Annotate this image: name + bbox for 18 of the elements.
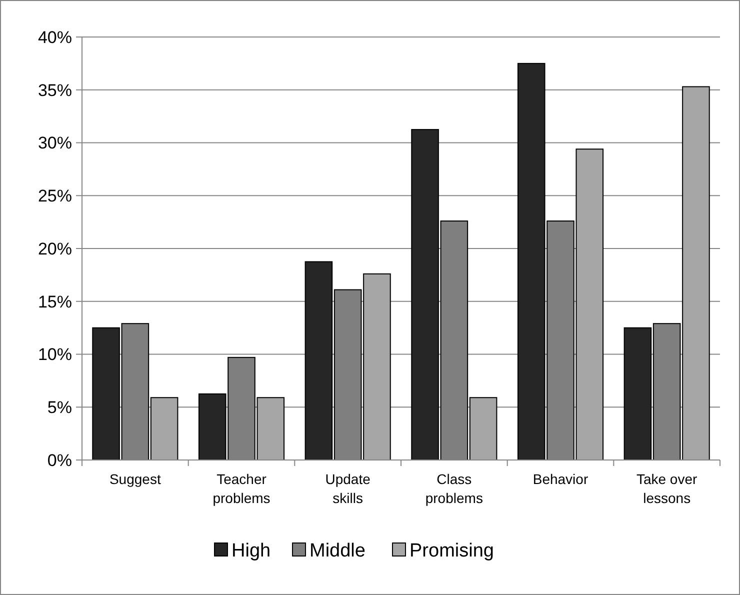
x-tick-label: Teacher problems	[212, 471, 270, 506]
y-tick-label: 0%	[47, 450, 72, 470]
legend-label: Promising	[410, 540, 494, 562]
y-tick-label: 15%	[38, 292, 72, 312]
y-tick-label: 35%	[38, 80, 72, 100]
y-tick-label: 30%	[38, 134, 72, 153]
legend-label: Middle	[310, 540, 366, 562]
y-tick-label: 20%	[38, 239, 72, 258]
legend-label: High	[232, 540, 271, 562]
y-tick-label: 25%	[38, 186, 72, 206]
y-tick-label: 10%	[38, 345, 72, 364]
x-tick-label: Class problems	[425, 471, 483, 506]
x-tick-label: Suggest	[109, 471, 161, 487]
x-tick-label: Behavior	[532, 471, 588, 487]
x-tick-label: Take over lessons	[636, 471, 698, 506]
x-tick-label: Update skills	[325, 471, 371, 506]
y-tick-label: 40%	[38, 28, 72, 47]
y-tick-label: 5%	[47, 398, 72, 418]
